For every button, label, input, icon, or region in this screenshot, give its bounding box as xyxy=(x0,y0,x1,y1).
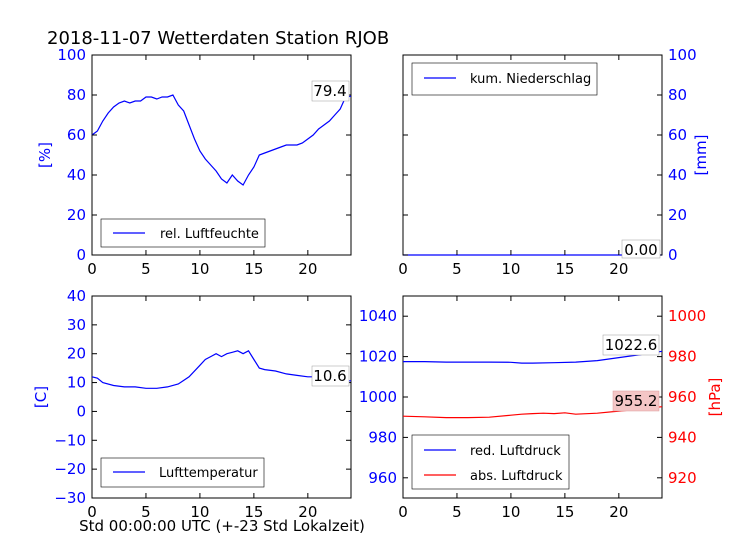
humidity-x-tick-label: 0 xyxy=(87,260,97,278)
temperature-y-tick-label: −20 xyxy=(54,460,86,478)
precipitation-legend-box xyxy=(411,62,598,96)
temperature-y-tick-label: −10 xyxy=(54,431,86,449)
pressure-y-right-tick-label: 960 xyxy=(668,388,697,406)
pressure-legend-box xyxy=(411,434,570,490)
humidity-y-tick-label: 60 xyxy=(67,126,86,144)
humidity-y-tick-label: 20 xyxy=(67,206,86,224)
temperature-y-tick-label: −30 xyxy=(54,489,86,507)
pressure-x-tick-label: 10 xyxy=(501,503,520,521)
pressure-y-tick-label: 1040 xyxy=(359,307,397,325)
absolute-pressure-current-value: 955.2 xyxy=(615,392,658,410)
reduced-pressure-legend-label: red. Luftdruck xyxy=(470,444,561,459)
humidity-panel: 0 5 10 15 20 0 20 40 60 80 100 [%] 79.4 rel. Luft… xyxy=(36,46,352,278)
humidity-plot-frame xyxy=(91,54,352,256)
pressure-x-tick-label: 0 xyxy=(398,503,408,521)
humidity-series-line-0 xyxy=(91,94,352,186)
temperature-y-axis-label: [C] xyxy=(32,386,50,408)
pressure-series-line-1 xyxy=(402,406,663,419)
temperature-y-tick-label: 20 xyxy=(67,345,86,363)
precipitation-current-value-box xyxy=(621,239,661,259)
humidity-x-tick-label: 10 xyxy=(190,260,209,278)
precipitation-panel: 0 5 10 15 20 0 20 40 60 80 100 [mm] 0.00 kum. Nie… xyxy=(398,46,710,278)
humidity-y-axis-label: [%] xyxy=(36,142,54,168)
precipitation-y-tick-label: 40 xyxy=(668,166,687,184)
precipitation-x-tick-label: 20 xyxy=(609,260,628,278)
humidity-y-tick-label: 0 xyxy=(76,246,86,264)
humidity-legend-label: rel. Luftfeuchte xyxy=(160,227,259,242)
precipitation-x-tick-label: 10 xyxy=(501,260,520,278)
humidity-current-value: 79.4 xyxy=(313,82,346,100)
reduced-pressure-current-value-box xyxy=(602,334,660,356)
temperature-x-tick-label: 20 xyxy=(298,503,317,521)
temperature-x-tick-label: 10 xyxy=(190,503,209,521)
pressure-series-line-0 xyxy=(403,350,663,364)
precipitation-y-tick-label: 0 xyxy=(668,246,678,264)
temperature-plot-frame xyxy=(91,295,352,499)
x-axis-label: Std 00:00:00 UTC (+-23 Std Lokalzeit) xyxy=(79,517,365,535)
precipitation-x-tick-label: 15 xyxy=(555,260,574,278)
temperature-y-tick-label: 0 xyxy=(76,402,86,420)
pressure-y-right-tick-label: 940 xyxy=(668,428,697,446)
temperature-y-tick-label: 10 xyxy=(67,374,86,392)
humidity-y-tick-label: 40 xyxy=(67,166,86,184)
precipitation-legend: kum. Niederschlag xyxy=(411,62,598,96)
humidity-x-tick-label: 20 xyxy=(298,260,317,278)
precipitation-y-tick-label: 60 xyxy=(668,126,687,144)
pressure-y-right-tick-label: 980 xyxy=(668,348,697,366)
temperature-legend-box xyxy=(100,457,265,488)
pressure-y-right-tick-label: 1000 xyxy=(668,307,706,325)
temperature-panel: 0 5 10 15 20 −30 −20 −10 0 10 20 30 40 [C] 10.6 Luf… xyxy=(32,287,365,535)
precipitation-legend-label: kum. Niederschlag xyxy=(470,72,591,87)
precipitation-x-tick-label: 0 xyxy=(398,260,408,278)
humidity-y-tick-label: 80 xyxy=(67,86,86,104)
humidity-current-value-box xyxy=(311,80,350,102)
temperature-legend-label: Lufttemperatur xyxy=(159,466,258,481)
temperature-y-tick-label: 40 xyxy=(67,287,86,305)
precipitation-y-axis-label: [mm] xyxy=(692,135,710,176)
pressure-y-tick-label: 960 xyxy=(368,469,397,487)
humidity-x-tick-label: 15 xyxy=(244,260,263,278)
pressure-y-tick-label: 980 xyxy=(368,428,397,446)
temperature-x-tick-label: 0 xyxy=(87,503,97,521)
temperature-x-tick-label: 15 xyxy=(244,503,263,521)
temperature-y-tick-label: 30 xyxy=(67,316,86,334)
humidity-x-tick-label: 5 xyxy=(141,260,151,278)
reduced-pressure-current-value: 1022.6 xyxy=(605,336,658,354)
precipitation-y-tick-label: 20 xyxy=(668,206,687,224)
humidity-y-tick-label: 100 xyxy=(57,46,86,64)
figure-title: 2018-11-07 Wetterdaten Station RJOB xyxy=(47,28,389,49)
pressure-x-tick-label: 20 xyxy=(609,503,628,521)
pressure-y-right-tick-label: 920 xyxy=(668,469,697,487)
pressure-y-tick-label: 1020 xyxy=(359,348,397,366)
pressure-y-axis-label: [hPa] xyxy=(706,378,724,417)
precipitation-current-value: 0.00 xyxy=(624,241,657,259)
precipitation-x-tick-label: 5 xyxy=(452,260,462,278)
temperature-current-value: 10.6 xyxy=(313,367,346,385)
humidity-legend: rel. Luftfeuchte xyxy=(100,218,266,248)
absolute-pressure-legend-label: abs. Luftdruck xyxy=(470,469,563,484)
temperature-series-line-0 xyxy=(91,350,351,389)
pressure-x-tick-label: 5 xyxy=(452,503,462,521)
pressure-y-tick-label: 1000 xyxy=(359,388,397,406)
precipitation-y-tick-label: 80 xyxy=(668,86,687,104)
pressure-x-tick-label: 15 xyxy=(555,503,574,521)
absolute-pressure-current-value-box xyxy=(612,390,660,412)
precipitation-y-tick-label: 100 xyxy=(668,46,697,64)
pressure-legend: red. Luftdruck abs. Luftdruck xyxy=(411,434,570,490)
temperature-x-tick-label: 5 xyxy=(141,503,151,521)
pressure-panel: 0 5 10 15 20 960 980 1000 1020 1040 920 940 960 980… xyxy=(359,295,724,521)
temperature-current-value-box xyxy=(311,365,350,387)
temperature-legend: Lufttemperatur xyxy=(100,457,265,488)
